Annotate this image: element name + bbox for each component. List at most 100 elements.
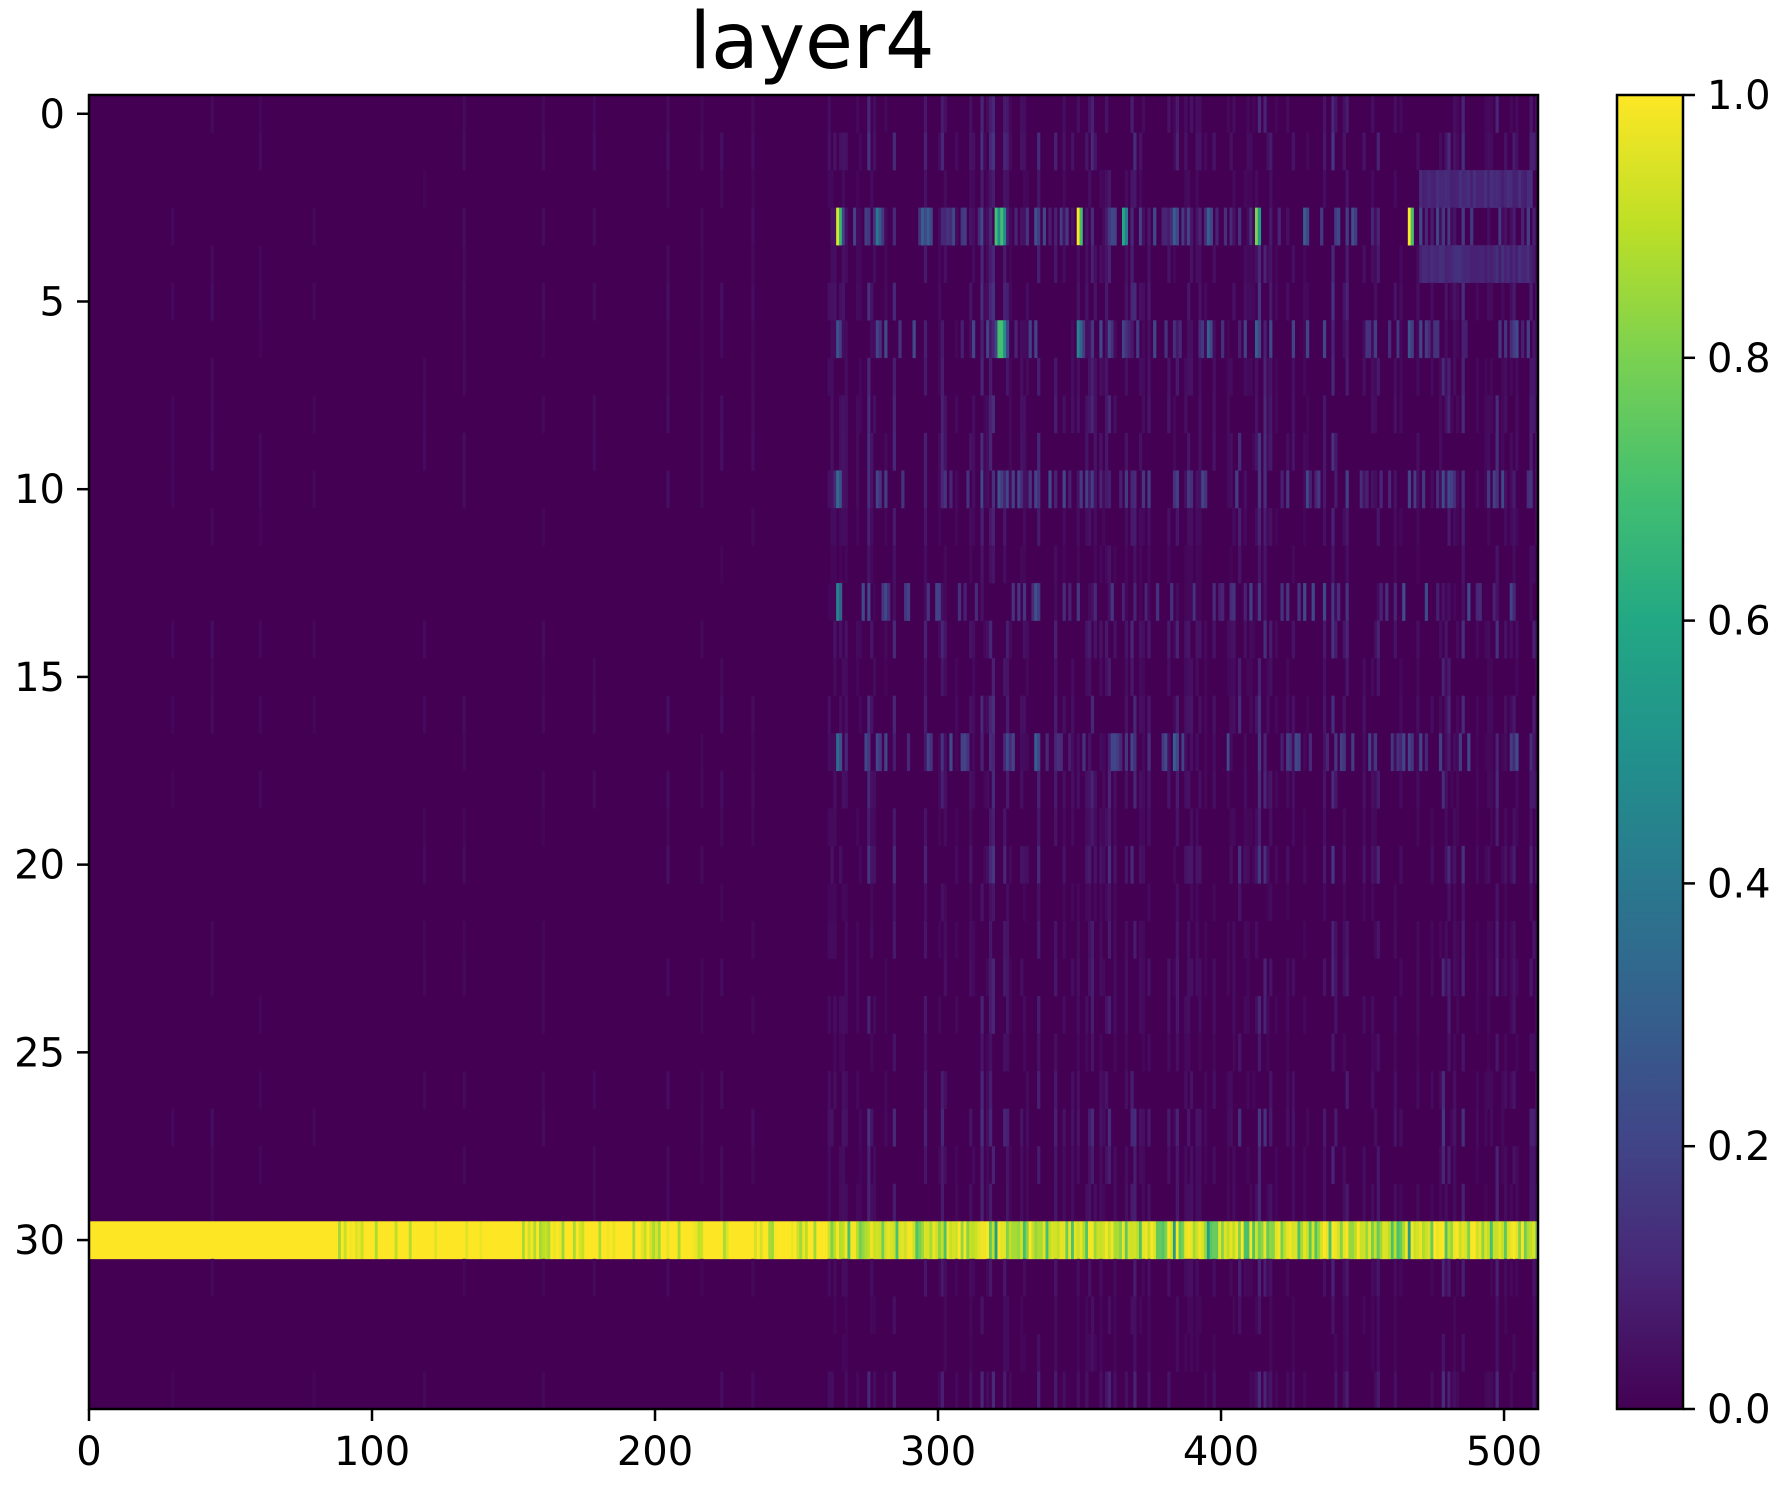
heatmap-cell <box>1187 583 1191 621</box>
heatmap-cell <box>1487 95 1491 133</box>
heatmap-cell <box>1138 583 1143 621</box>
heatmap-cell <box>1107 583 1112 621</box>
heatmap-cell <box>1054 583 1058 621</box>
heatmap-cell <box>1512 958 1516 997</box>
heatmap-cell <box>1093 545 1097 584</box>
heatmap-cell <box>1322 1108 1327 1147</box>
heatmap-cell <box>1385 1221 1389 1260</box>
heatmap-cell <box>1246 958 1250 997</box>
heatmap-cell <box>1005 282 1010 321</box>
heatmap-cell <box>844 1333 848 1372</box>
heatmap-cell <box>940 1071 945 1109</box>
heatmap-cell <box>1062 95 1066 133</box>
heatmap-cell <box>219 1221 223 1260</box>
heatmap-cell <box>1161 207 1165 246</box>
heatmap-cell <box>400 1221 404 1260</box>
heatmap-cell <box>1246 95 1250 133</box>
heatmap-cell <box>833 507 837 546</box>
heatmap-cell <box>1322 170 1327 208</box>
heatmap-cell <box>247 1221 251 1260</box>
heatmap-cell <box>442 1221 446 1260</box>
heatmap-cell <box>1124 470 1129 509</box>
heatmap-cell <box>1266 1258 1270 1297</box>
heatmap-cell <box>1025 1221 1029 1260</box>
heatmap-cell <box>1005 920 1010 959</box>
heatmap-cell <box>1085 883 1089 922</box>
heatmap-cell <box>1266 845 1270 884</box>
heatmap-cell <box>838 1183 843 1222</box>
heatmap-cell <box>955 1183 959 1222</box>
heatmap-cell <box>1532 207 1536 246</box>
heatmap-cell <box>974 1221 979 1260</box>
heatmap-cell <box>1189 357 1194 396</box>
heatmap-cell <box>1535 132 1538 171</box>
heatmap-cell <box>1093 808 1097 847</box>
heatmap-cell <box>921 1221 925 1260</box>
heatmap-cell <box>1079 207 1083 246</box>
heatmap-cell <box>1430 207 1434 246</box>
heatmap-cell <box>1509 1071 1513 1109</box>
heatmap-cell <box>986 245 990 284</box>
heatmap-cell <box>479 1221 483 1260</box>
heatmap-cell <box>1240 1221 1245 1260</box>
heatmap-cell <box>1447 958 1451 997</box>
heatmap-cell <box>1529 1033 1533 1072</box>
heatmap-cell <box>666 1183 670 1222</box>
heatmap-cell <box>1107 845 1112 884</box>
heatmap-cell <box>1487 395 1491 434</box>
heatmap-cell <box>1184 132 1188 171</box>
heatmap-cell <box>318 1221 322 1260</box>
heatmap-cell <box>210 357 214 396</box>
heatmap-cell <box>1079 1221 1083 1260</box>
heatmap-cell <box>1076 507 1080 546</box>
heatmap-cell <box>1348 1221 1352 1260</box>
heatmap-cell <box>938 996 942 1034</box>
heatmap-cell <box>751 1221 755 1260</box>
heatmap-cell <box>1099 1146 1103 1185</box>
heatmap-cell <box>1416 620 1420 659</box>
heatmap-cell <box>1373 470 1378 509</box>
heatmap-cell <box>1184 658 1188 696</box>
heatmap-cell <box>1396 733 1400 772</box>
heatmap-cell <box>1107 883 1112 922</box>
heatmap-cell <box>1167 658 1171 696</box>
heatmap-cell <box>720 958 724 997</box>
heatmap-cell <box>955 507 959 546</box>
heatmap-cell <box>1286 282 1290 321</box>
heatmap-cell <box>1243 470 1247 509</box>
heatmap-cell <box>870 1258 874 1297</box>
heatmap-cell <box>1453 1146 1457 1185</box>
colorbar-tick-label: 0.8 <box>1707 336 1771 382</box>
heatmap-cell <box>1523 170 1528 208</box>
heatmap-cell <box>1416 920 1420 959</box>
heatmap-cell <box>1164 207 1168 246</box>
heatmap-cell <box>210 1183 214 1222</box>
heatmap-cell <box>1153 320 1157 359</box>
heatmap-cell <box>1489 808 1494 847</box>
heatmap-cell <box>592 1183 596 1222</box>
heatmap-cell <box>1529 357 1533 396</box>
heatmap-cell <box>352 1221 356 1260</box>
heatmap-cell <box>541 996 546 1034</box>
heatmap-cell <box>1447 207 1451 246</box>
heatmap-cell <box>1487 207 1491 246</box>
heatmap-cell <box>969 1183 973 1222</box>
heatmap-cell <box>1416 282 1420 321</box>
heatmap-cell <box>986 845 990 884</box>
heatmap-cell <box>1062 170 1066 208</box>
heatmap-cell <box>1226 1108 1230 1147</box>
heatmap-cell <box>1226 733 1230 772</box>
heatmap-cell <box>926 583 930 621</box>
heatmap-cell <box>1430 282 1434 321</box>
heatmap-cell <box>1008 395 1013 434</box>
heatmap-cell <box>1201 320 1205 359</box>
heatmap-cell <box>830 470 834 509</box>
heatmap-cell <box>309 1221 313 1260</box>
heatmap-cell <box>771 1221 775 1260</box>
heatmap-cell <box>1286 470 1290 509</box>
heatmap-cell <box>923 545 928 584</box>
heatmap-cell <box>1444 1258 1448 1297</box>
heatmap-cell <box>1243 245 1247 284</box>
heatmap-cell <box>1229 1258 1233 1297</box>
heatmap-cell <box>422 695 427 734</box>
